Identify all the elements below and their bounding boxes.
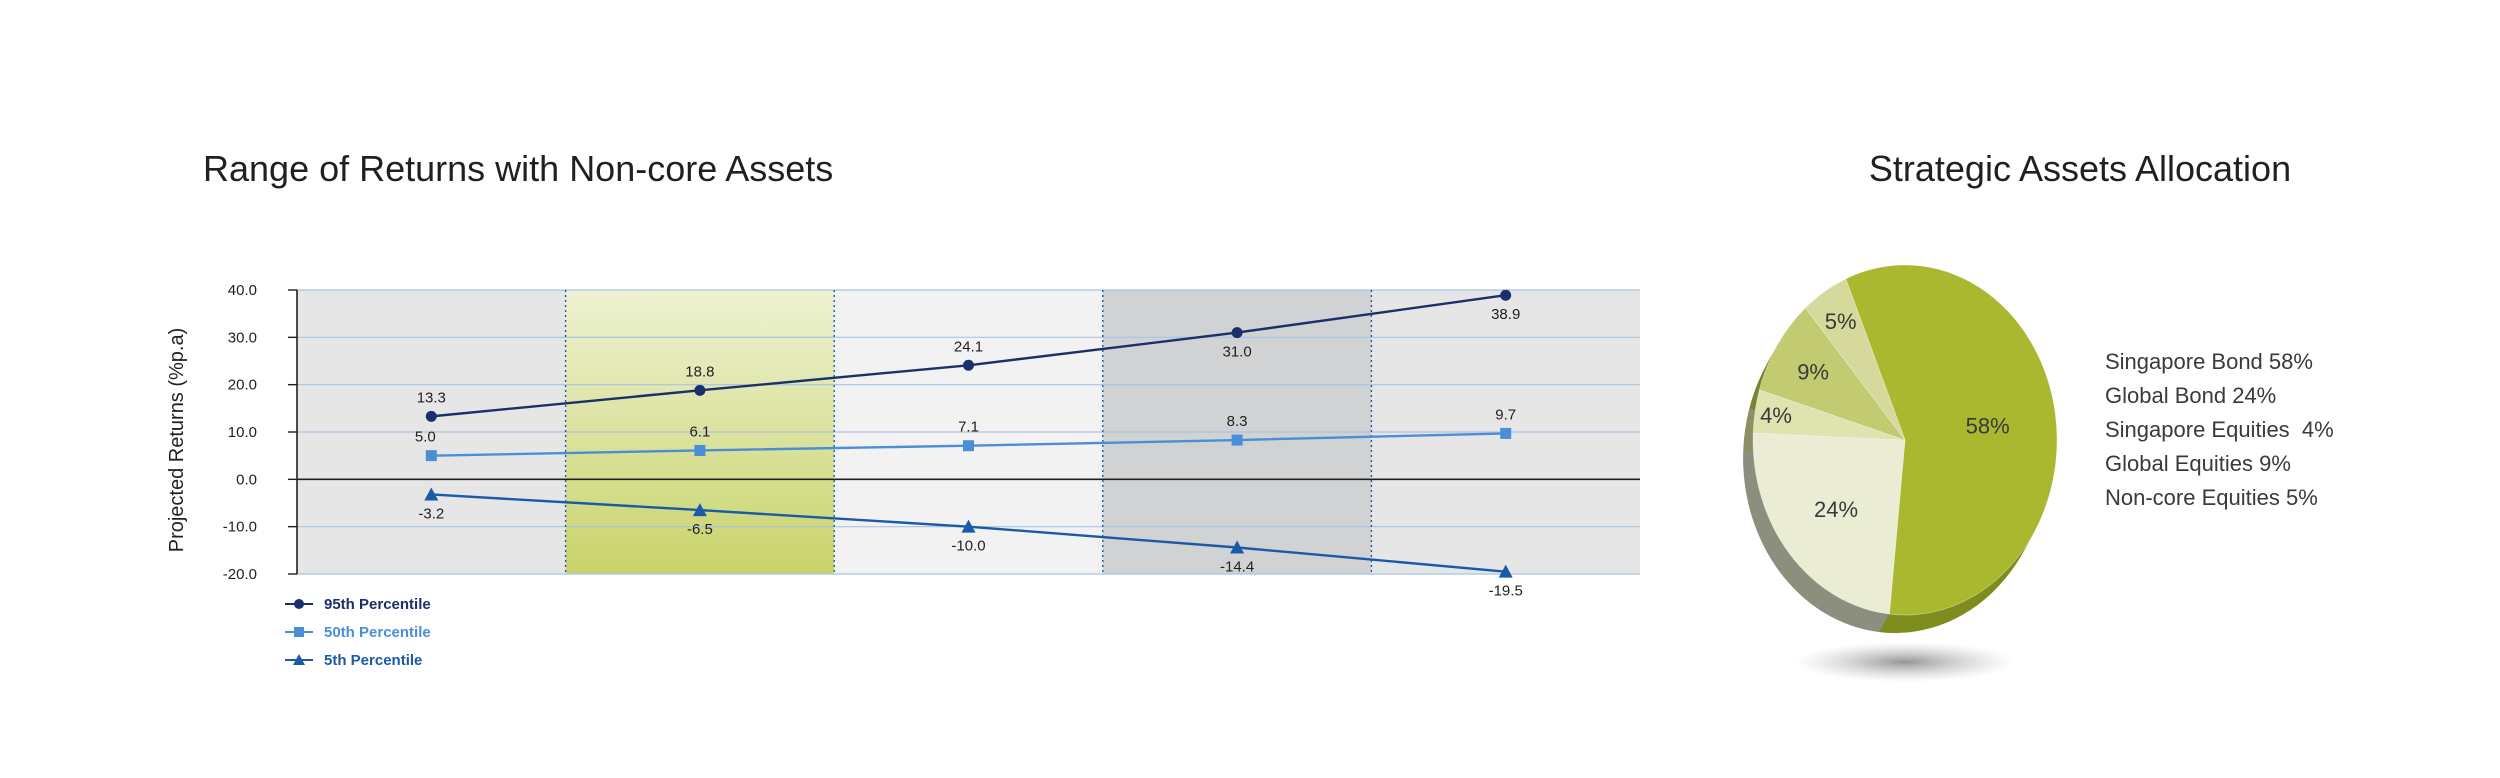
data-label: 8.3 xyxy=(1227,413,1248,430)
pie-legend: Singapore Bond 58% Global Bond 24% Singa… xyxy=(2105,345,2334,515)
data-point xyxy=(1231,327,1243,339)
data-label: 7.1 xyxy=(958,419,979,436)
data-point xyxy=(1231,434,1243,446)
pie-slice xyxy=(1759,307,1906,441)
y-tick-label: -20.0 xyxy=(223,566,257,583)
data-point xyxy=(1230,540,1245,554)
line-chart-title: Range of Returns with Non-core Assets xyxy=(203,148,834,189)
y-tick-label: -10.0 xyxy=(223,519,257,536)
data-label: 5.0 xyxy=(415,429,436,446)
y-tick-label: 10.0 xyxy=(228,424,257,441)
legend-label: 50th Percentile xyxy=(324,624,431,641)
y-tick-label: 20.0 xyxy=(228,377,257,394)
data-label: 38.9 xyxy=(1491,306,1520,323)
y-axis-label: Projected Returns (%p.a) xyxy=(166,328,188,553)
y-tick-label: 40.0 xyxy=(228,282,257,299)
pie-shadow xyxy=(1795,642,2015,682)
data-point xyxy=(1500,427,1512,439)
data-label: -19.5 xyxy=(1489,583,1523,600)
legend-label: 95th Percentile xyxy=(324,596,431,613)
data-label: 31.0 xyxy=(1222,344,1251,361)
pie-slice xyxy=(1805,278,1906,441)
data-point xyxy=(425,410,437,422)
data-label: -10.0 xyxy=(951,538,985,555)
y-tick-label: 30.0 xyxy=(228,329,257,346)
legend-marker xyxy=(294,627,304,637)
data-point xyxy=(1500,289,1512,301)
data-label: -3.2 xyxy=(418,505,444,522)
pie-slice-label: 9% xyxy=(1797,360,1829,385)
pie-slice xyxy=(1752,432,1906,615)
pie-legend-item: Singapore Bond 58% xyxy=(2105,349,2313,374)
pie-legend-item: Global Bond 24% xyxy=(2105,383,2277,408)
data-label: 13.3 xyxy=(417,389,446,406)
data-label: 18.8 xyxy=(685,363,714,380)
pie-slice xyxy=(1845,264,2058,616)
pie-chart-title: Strategic Assets Allocation xyxy=(1868,148,2292,189)
data-point xyxy=(692,503,707,517)
data-label: -14.4 xyxy=(1220,558,1254,575)
data-point xyxy=(694,384,706,396)
pie-slice-label: 58% xyxy=(1966,414,2010,439)
data-label: -6.5 xyxy=(687,521,713,538)
legend-marker xyxy=(294,599,304,609)
pie-legend-item: Non-core Equities 5% xyxy=(2105,485,2318,510)
data-point xyxy=(961,519,976,533)
data-label: 24.1 xyxy=(954,338,983,355)
data-point xyxy=(1498,564,1513,578)
legend-marker xyxy=(293,654,305,665)
y-tick-label: 0.0 xyxy=(236,471,257,488)
data-point xyxy=(963,359,974,371)
pie-slice-label: 24% xyxy=(1814,497,1858,522)
pie-slice-label: 4% xyxy=(1760,403,1792,428)
data-point xyxy=(425,450,437,462)
legend-label: 5th Percentile xyxy=(324,652,422,669)
data-label: 6.1 xyxy=(689,423,710,440)
data-label: 9.7 xyxy=(1495,406,1516,423)
data-point xyxy=(694,444,706,456)
pie-legend-item: Singapore Equities 4% xyxy=(2105,417,2334,442)
pie-slice-label: 5% xyxy=(1825,309,1857,334)
pie-legend-item: Global Equities 9% xyxy=(2105,451,2291,476)
data-point xyxy=(963,440,974,452)
data-point xyxy=(424,487,439,501)
line-chart: 13.3 18.8 24.1 31.0 38.9 5.0 6.1 7.1 8.3 9.7 -3.2 -… xyxy=(166,282,1640,669)
